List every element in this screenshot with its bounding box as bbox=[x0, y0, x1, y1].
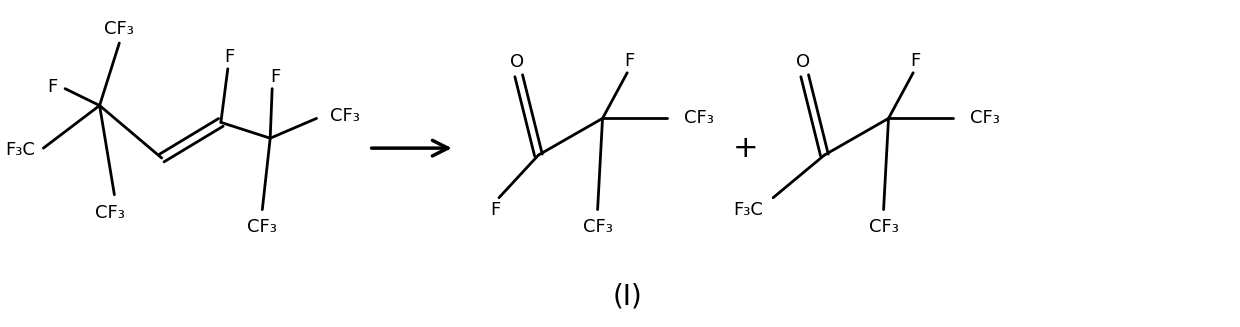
Text: O: O bbox=[796, 53, 810, 71]
Text: F: F bbox=[270, 68, 280, 86]
Text: (Ⅰ): (Ⅰ) bbox=[613, 283, 642, 311]
Text: CF₃: CF₃ bbox=[330, 107, 361, 125]
Text: F₃C: F₃C bbox=[6, 141, 36, 159]
Text: CF₃: CF₃ bbox=[94, 204, 124, 222]
Text: +: + bbox=[733, 134, 759, 163]
Text: F: F bbox=[624, 52, 635, 70]
Text: F: F bbox=[910, 52, 920, 70]
Text: CF₃: CF₃ bbox=[971, 110, 1001, 128]
Text: F₃C: F₃C bbox=[733, 200, 764, 219]
Text: F: F bbox=[47, 77, 57, 96]
Text: F: F bbox=[224, 48, 234, 66]
Text: CF₃: CF₃ bbox=[247, 218, 278, 236]
Text: CF₃: CF₃ bbox=[684, 110, 714, 128]
Text: O: O bbox=[510, 53, 523, 71]
Text: CF₃: CF₃ bbox=[869, 218, 899, 236]
Text: CF₃: CF₃ bbox=[583, 218, 613, 236]
Text: F: F bbox=[490, 200, 500, 219]
Text: CF₃: CF₃ bbox=[104, 20, 134, 38]
